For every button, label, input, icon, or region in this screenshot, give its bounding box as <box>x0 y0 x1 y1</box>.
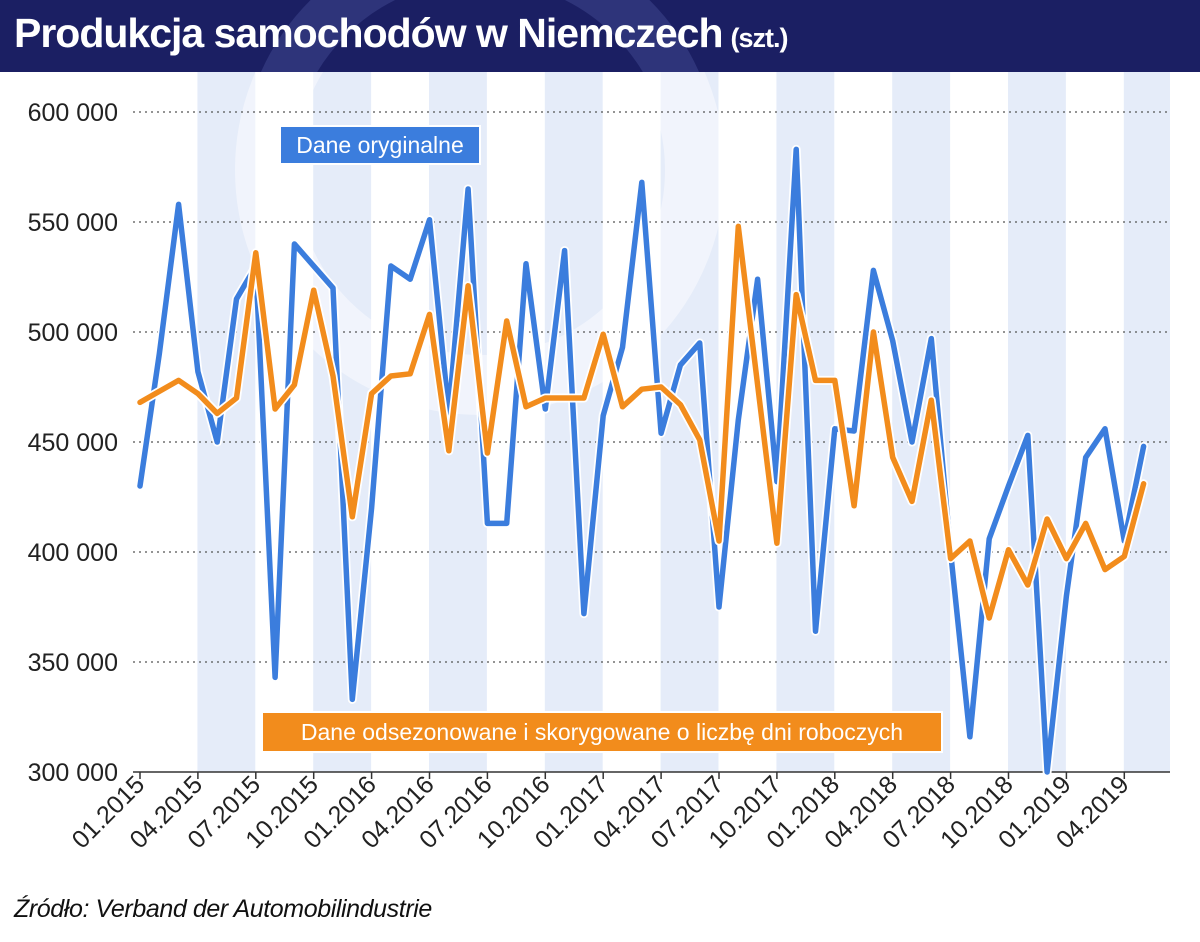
y-tick-label: 450 000 <box>28 429 118 457</box>
y-tick-label: 400 000 <box>28 539 118 567</box>
annotation-adjusted: Dane odsezonowane i skorygowane o liczbę… <box>301 719 903 745</box>
chart-title-unit: (szt.) <box>730 23 788 53</box>
y-tick-label: 500 000 <box>28 319 118 347</box>
title-wrap: Produkcja samochodów w Niemczech (szt.) <box>14 10 788 57</box>
y-tick-label: 550 000 <box>28 209 118 237</box>
annotation-original-box <box>279 125 481 165</box>
y-tick-label: 300 000 <box>28 759 118 787</box>
source-note: Źródło: Verband der Automobilindustrie <box>14 895 432 923</box>
chart-title: Produkcja samochodów w Niemczech <box>14 10 723 56</box>
line-chart: 300 000 350 000 400 000 450 000 500 000 550 0… <box>28 72 1170 854</box>
y-tick-label: 600 000 <box>28 99 118 127</box>
series-line-adjusted <box>137 223 1147 621</box>
background-band <box>1123 72 1170 772</box>
chart-header: Produkcja samochodów w Niemczech (szt.) <box>0 0 1200 72</box>
y-tick-label: 350 000 <box>28 649 118 677</box>
annotation-original: Dane oryginalne <box>296 132 464 158</box>
chart-area: 300 000 350 000 400 000 450 000 500 000 550 0… <box>0 72 1200 942</box>
annotation-adjusted-box <box>261 711 943 753</box>
series-halo <box>135 144 1149 777</box>
background-band <box>197 72 256 772</box>
series-line-original <box>137 146 1147 775</box>
